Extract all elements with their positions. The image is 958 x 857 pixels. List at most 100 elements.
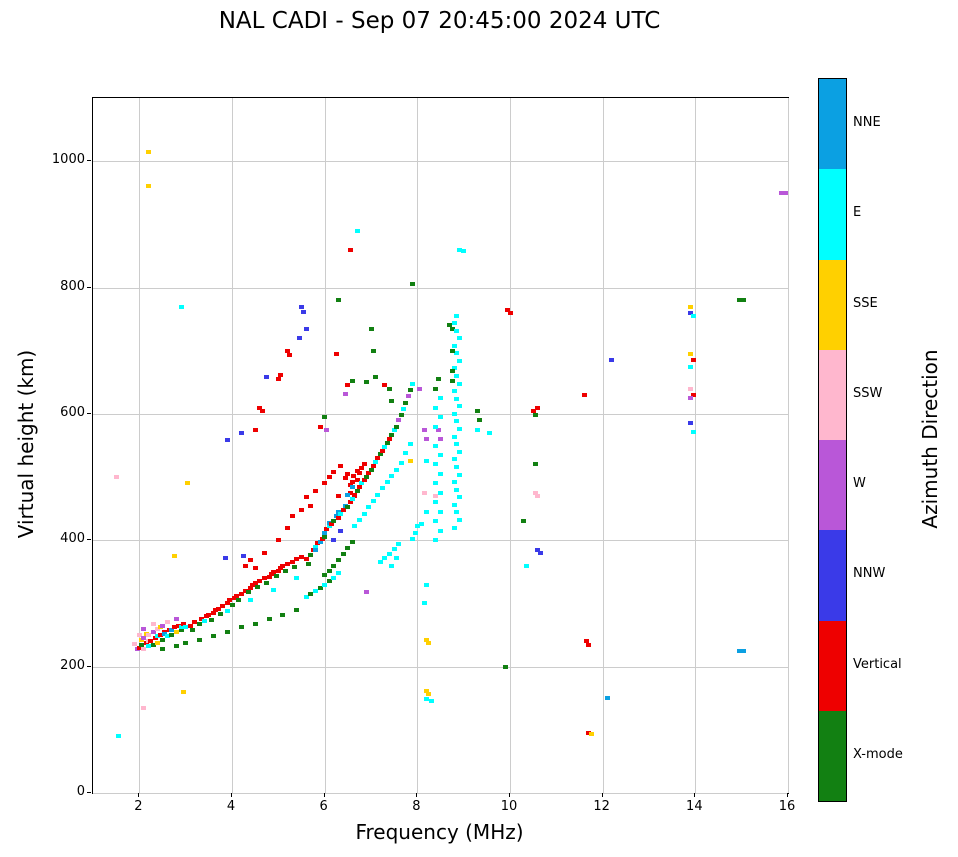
data-point xyxy=(507,310,513,315)
colorbar-segment xyxy=(819,259,846,350)
y-tick-label: 400 xyxy=(60,531,85,547)
x-tick-mark xyxy=(601,793,603,797)
data-point xyxy=(690,358,696,363)
data-point xyxy=(150,642,156,647)
colorbar-tick-label: SSE xyxy=(853,295,878,311)
data-point xyxy=(220,603,226,608)
data-point xyxy=(359,481,365,486)
y-tick-label: 1000 xyxy=(51,152,85,168)
data-point xyxy=(391,547,397,552)
data-point xyxy=(345,545,351,550)
data-point xyxy=(301,309,307,314)
data-point xyxy=(532,462,538,467)
data-point xyxy=(410,537,416,541)
data-point xyxy=(449,379,455,384)
data-point xyxy=(451,434,457,439)
data-point xyxy=(178,304,184,309)
gridline xyxy=(602,98,604,793)
data-point xyxy=(456,518,462,523)
data-point xyxy=(173,629,179,634)
data-point xyxy=(280,563,286,568)
data-point xyxy=(398,461,404,466)
data-point xyxy=(451,502,457,507)
data-point xyxy=(115,734,121,739)
data-point xyxy=(197,638,203,643)
colorbar-tick-label: W xyxy=(853,476,866,492)
data-point xyxy=(688,304,694,309)
x-tick-label: 12 xyxy=(593,799,610,814)
data-point xyxy=(454,328,460,333)
data-point xyxy=(424,638,430,643)
data-point xyxy=(438,415,443,420)
data-point xyxy=(347,500,353,505)
data-point xyxy=(688,351,694,356)
data-point xyxy=(451,525,457,530)
data-point xyxy=(349,480,355,485)
x-axis-label: Frequency (MHz) xyxy=(355,820,524,844)
data-point xyxy=(380,486,386,491)
data-point xyxy=(396,542,402,547)
data-point xyxy=(403,400,409,405)
data-point xyxy=(331,470,337,475)
data-point xyxy=(361,511,367,516)
data-point xyxy=(185,481,191,486)
y-tick-mark xyxy=(87,412,91,414)
data-point xyxy=(266,574,272,579)
data-point xyxy=(345,471,351,476)
data-point xyxy=(162,631,168,636)
data-point xyxy=(475,408,481,413)
data-point xyxy=(741,298,747,303)
data-point xyxy=(317,424,323,429)
data-point xyxy=(451,480,457,485)
gridline xyxy=(695,98,697,793)
data-point xyxy=(287,352,293,357)
colorbar-tick-label: SSW xyxy=(853,385,883,401)
data-point xyxy=(331,538,337,543)
data-point xyxy=(433,443,439,448)
data-point xyxy=(257,405,263,410)
data-point xyxy=(454,374,460,378)
data-point xyxy=(451,366,457,371)
data-point xyxy=(243,563,249,568)
data-point xyxy=(354,228,360,233)
data-point xyxy=(146,149,152,154)
data-point xyxy=(238,591,244,596)
data-point xyxy=(160,646,165,651)
data-point xyxy=(363,380,369,385)
colorbar-segment xyxy=(819,440,846,531)
data-point xyxy=(370,463,376,468)
data-point xyxy=(407,459,413,464)
data-point xyxy=(312,488,318,493)
data-point xyxy=(688,421,694,426)
data-point xyxy=(331,519,337,524)
colorbar-segment xyxy=(819,530,846,621)
data-point xyxy=(224,629,230,634)
data-point xyxy=(241,554,247,559)
data-point xyxy=(231,596,237,601)
data-point xyxy=(299,507,304,512)
data-point xyxy=(336,571,342,576)
data-point xyxy=(292,564,298,569)
data-point xyxy=(535,405,541,410)
data-point xyxy=(171,554,177,559)
data-point xyxy=(433,481,439,486)
data-point xyxy=(424,437,430,442)
data-point xyxy=(113,475,119,480)
data-point xyxy=(317,585,323,590)
data-point xyxy=(345,492,351,497)
data-point xyxy=(505,307,511,312)
data-point xyxy=(299,554,304,559)
data-point xyxy=(586,642,592,647)
data-point xyxy=(285,525,291,530)
data-point xyxy=(456,404,462,409)
data-point xyxy=(356,518,362,523)
data-point xyxy=(349,379,355,384)
data-point xyxy=(192,620,198,625)
data-point xyxy=(354,468,360,473)
data-point xyxy=(331,563,337,568)
data-point xyxy=(254,585,260,590)
data-point xyxy=(294,557,300,562)
data-point xyxy=(238,625,244,630)
data-point xyxy=(238,430,244,435)
data-point xyxy=(347,247,353,252)
